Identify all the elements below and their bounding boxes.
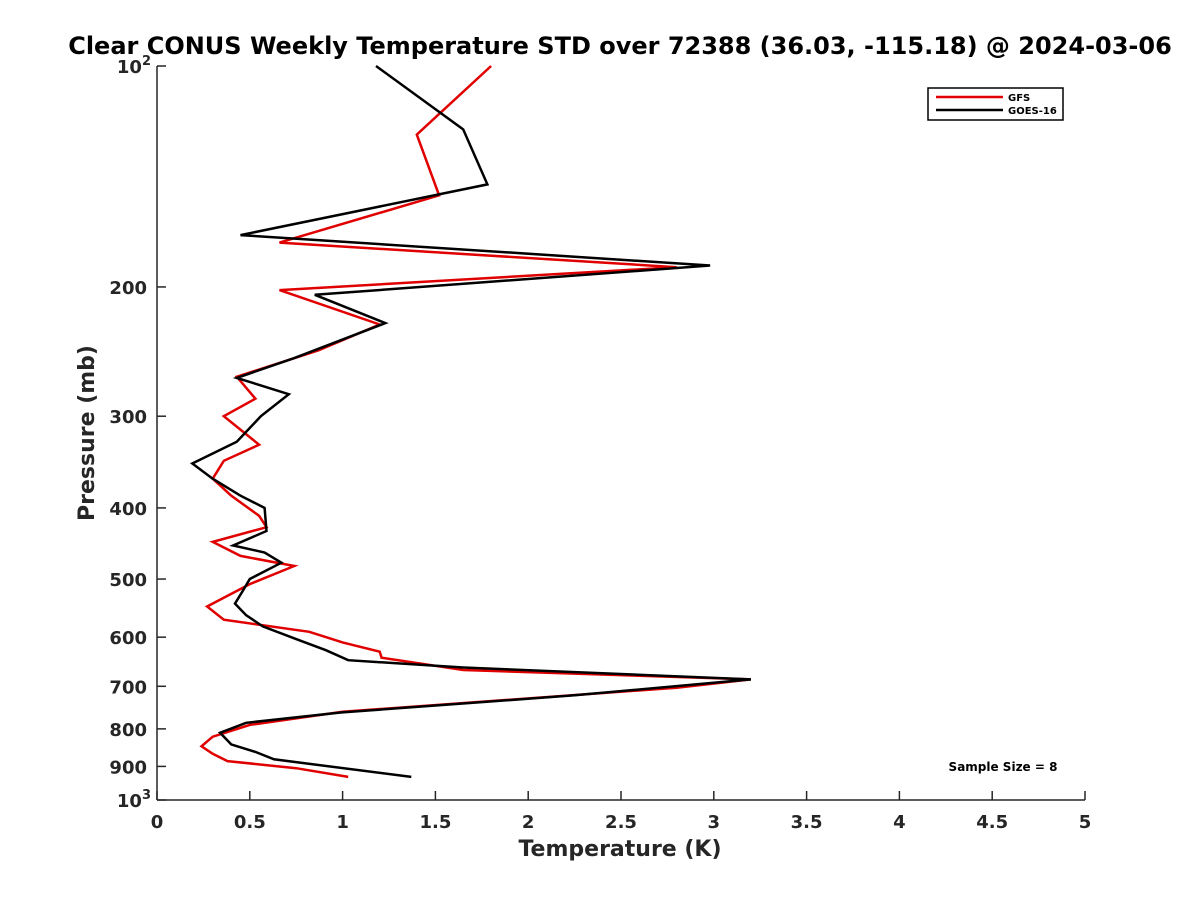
x-tick-label: 4.5 [976, 812, 1008, 833]
x-tick-label: 1.5 [419, 812, 451, 833]
series-layer [189, 64, 752, 779]
legend: GFS GOES-16 [927, 87, 1064, 121]
x-tick-label: 0 [151, 812, 164, 833]
x-tick-label: 5 [1079, 812, 1092, 833]
y-tick-label: 103 [117, 788, 151, 812]
y-tick-label: 900 [109, 757, 147, 778]
y-tick-label: 600 [109, 628, 147, 649]
legend-box [927, 87, 1064, 121]
x-tick-label: 0.5 [234, 812, 266, 833]
y-tick-label: 700 [109, 677, 147, 698]
chart-title: Clear CONUS Weekly Temperature STD over … [68, 32, 1172, 60]
x-tick-label: 2 [522, 812, 535, 833]
y-tick-label: 800 [109, 720, 147, 741]
y-axis-label: Pressure (mb) [75, 345, 100, 521]
y-tick-label: 200 [109, 278, 147, 299]
x-tick-label: 3.5 [791, 812, 823, 833]
legend-label-goes16: GOES-16 [1008, 106, 1057, 117]
y-tick-label: 300 [109, 407, 147, 428]
x-tick-label: 1 [336, 812, 349, 833]
x-axis-label: Temperature (K) [518, 837, 721, 862]
y-tick-label: 400 [109, 499, 147, 520]
plot-axes: 0 0.5 1 1.5 2 2.5 3 3.5 4 4.5 5 102 200 300 400 500 600 7… [109, 54, 1091, 833]
x-tick-label: 3 [708, 812, 721, 833]
x-tick-label: 2.5 [605, 812, 637, 833]
y-tick-label: 500 [109, 570, 147, 591]
y-tick-label: 102 [117, 54, 151, 78]
legend-label-gfs: GFS [1008, 93, 1030, 104]
series-line-gfs [199, 65, 752, 779]
series-line-goes16 [189, 64, 752, 779]
x-tick-label: 4 [893, 812, 906, 833]
sample-size-annotation: Sample Size = 8 [949, 760, 1058, 774]
